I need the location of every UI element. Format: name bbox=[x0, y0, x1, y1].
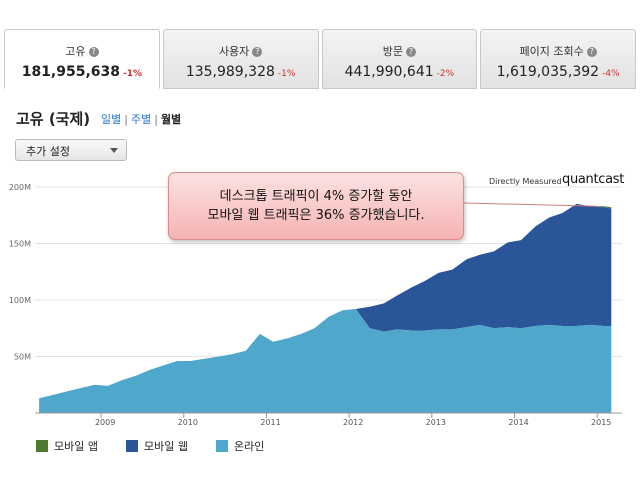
legend-item-online[interactable]: 온라인 bbox=[215, 438, 265, 454]
period-weekly-link[interactable]: 주별 bbox=[130, 113, 152, 126]
tab-value: 135,989,328 bbox=[185, 64, 275, 80]
tab-change: -1% bbox=[123, 69, 143, 79]
x-tick-label: 2015 bbox=[591, 418, 611, 427]
x-tick-label: 2013 bbox=[426, 418, 446, 427]
legend-label: 모바일 웹 bbox=[143, 440, 188, 453]
help-icon[interactable]: ? bbox=[252, 47, 263, 57]
page-title: 고유 (국제) bbox=[16, 110, 91, 128]
callout-line-2: 모바일 웹 트래픽은 36% 증가했습니다. bbox=[207, 208, 425, 223]
x-tick-label: 2009 bbox=[95, 418, 115, 427]
help-icon[interactable]: ? bbox=[586, 47, 597, 57]
y-tick-label: 150M bbox=[9, 240, 31, 249]
legend-swatch bbox=[125, 440, 138, 452]
help-icon[interactable]: ? bbox=[406, 47, 416, 57]
legend-label: 모바일 앱 bbox=[54, 440, 98, 453]
callout-line-1: 데스크톱 트래픽이 4% 증가할 동안 bbox=[219, 189, 413, 204]
tab-value: 1,619,035,392 bbox=[496, 64, 600, 80]
tab-label: 사용자 bbox=[218, 45, 250, 58]
series-area-mobile-web bbox=[39, 203, 612, 399]
x-tick-label: 2014 bbox=[508, 418, 528, 427]
legend-label: 온라인 bbox=[233, 440, 265, 453]
legend-item-web[interactable]: 모바일 웹 bbox=[125, 438, 188, 454]
tab-change: -4% bbox=[602, 69, 620, 79]
period-selector: 일별 | 주별 | 월별 bbox=[101, 111, 181, 127]
extra-settings-dropdown[interactable]: 추가 설정 bbox=[15, 139, 127, 161]
callout-pointer bbox=[463, 202, 598, 207]
y-tick-label: 200M bbox=[9, 183, 31, 192]
series-area-online bbox=[39, 309, 612, 413]
tab-unique[interactable]: 고유? 181,955,638 -1% bbox=[4, 29, 160, 89]
dropdown-label: 추가 설정 bbox=[26, 145, 70, 158]
caret-down-icon bbox=[110, 148, 118, 153]
callout-annotation: 데스크톱 트래픽이 4% 증가할 동안 모바일 웹 트래픽은 36% 증가했습니… bbox=[168, 172, 464, 240]
period-monthly-selected[interactable]: 월별 bbox=[160, 113, 182, 126]
tab-label: 페이지 조회수 bbox=[519, 45, 584, 58]
tab-change: -1% bbox=[277, 69, 296, 79]
y-tick-label: 50M bbox=[14, 353, 31, 362]
tab-value: 441,990,641 bbox=[344, 64, 434, 80]
separator: | bbox=[154, 113, 158, 126]
directly-measured-text: Directly Measured bbox=[489, 177, 562, 186]
quantcast-logo: quantcast bbox=[562, 172, 625, 187]
traffic-chart: 200M 150M 100M 50M 2009 2010 2011 2012 2013 2014 2… bbox=[9, 183, 622, 427]
y-tick-label: 100M bbox=[9, 296, 31, 305]
x-tick-label: 2011 bbox=[260, 418, 280, 427]
legend-swatch bbox=[215, 440, 228, 452]
tab-label: 방문 bbox=[382, 45, 403, 58]
tab-label: 고유 bbox=[65, 45, 86, 58]
tab-change: -2% bbox=[436, 69, 455, 79]
tab-users[interactable]: 사용자? 135,989,328 -1% bbox=[162, 29, 319, 89]
chart-legend: 모바일 앱 모바일 웹 온라인 bbox=[36, 438, 292, 454]
separator: | bbox=[124, 113, 128, 126]
tab-pageviews[interactable]: 페이지 조회수? 1,619,035,392 -4% bbox=[480, 29, 636, 89]
legend-swatch bbox=[36, 440, 48, 452]
tab-value: 181,955,638 bbox=[21, 64, 121, 80]
tab-visits[interactable]: 방문? 441,990,641 -2% bbox=[321, 29, 478, 89]
legend-item-app[interactable]: 모바일 앱 bbox=[36, 438, 98, 454]
x-tick-label: 2012 bbox=[343, 418, 363, 427]
help-icon[interactable]: ? bbox=[88, 47, 99, 57]
x-tick-label: 2010 bbox=[178, 418, 198, 427]
metric-tabs: 고유? 181,955,638 -1% 사용자? 135,989,328 -1% 방… bbox=[4, 29, 636, 89]
period-daily-link[interactable]: 일별 bbox=[101, 113, 122, 126]
